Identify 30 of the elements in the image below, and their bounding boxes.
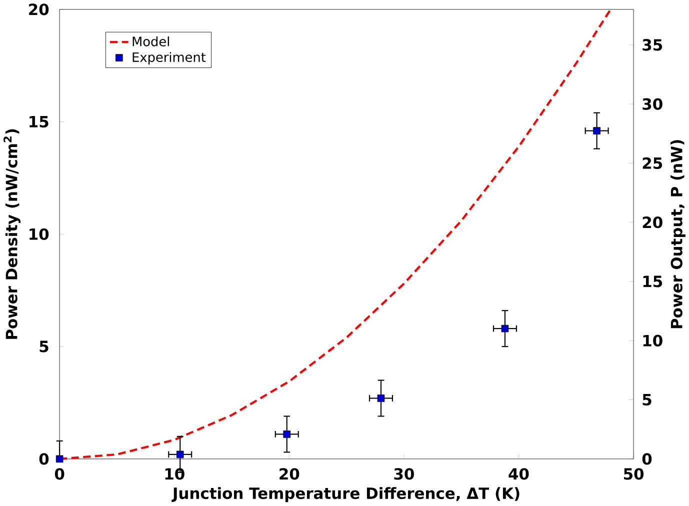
y-tick-label: 5: [40, 340, 48, 352]
point: [501, 325, 509, 332]
y2-tick-label: 25: [642, 158, 662, 170]
y2-tick-label: 35: [642, 39, 662, 51]
point: [56, 455, 64, 463]
point: [377, 394, 385, 402]
y-axis-title: Power Density (nW/cm$^{2}$): [4, 129, 20, 340]
x-tick-label: 50: [624, 468, 644, 480]
x-tick-label: 10: [165, 468, 184, 480]
point: [593, 127, 600, 135]
x-tick-label: 40: [508, 468, 529, 480]
point: [283, 430, 291, 438]
y2-tick-label: 30: [642, 98, 662, 110]
y2-axis-title: Power Output, P (nW): [670, 140, 686, 328]
y2-tick-label: 15: [643, 276, 662, 288]
x-tick-label: 0: [54, 468, 64, 480]
y2-tick-label: 0: [642, 453, 652, 465]
y2-tick-label: 5: [642, 394, 652, 406]
legend-label: Model: [132, 36, 169, 47]
x-tick-label: 20: [280, 468, 300, 480]
y-tick-label: 0: [39, 453, 49, 465]
point: [176, 450, 184, 458]
y2-tick-label: 10: [643, 334, 662, 347]
x-tick-label: 30: [394, 468, 414, 480]
y-tick-label: 10: [30, 228, 49, 240]
x-axis-title: Junction Temperature Difference, ΔT (K): [172, 487, 520, 502]
legend-label: Experiment: [132, 52, 206, 65]
y-tick-label: 15: [30, 116, 48, 128]
y-tick-label: 20: [29, 4, 49, 16]
y2-tick-label: 20: [642, 216, 662, 228]
